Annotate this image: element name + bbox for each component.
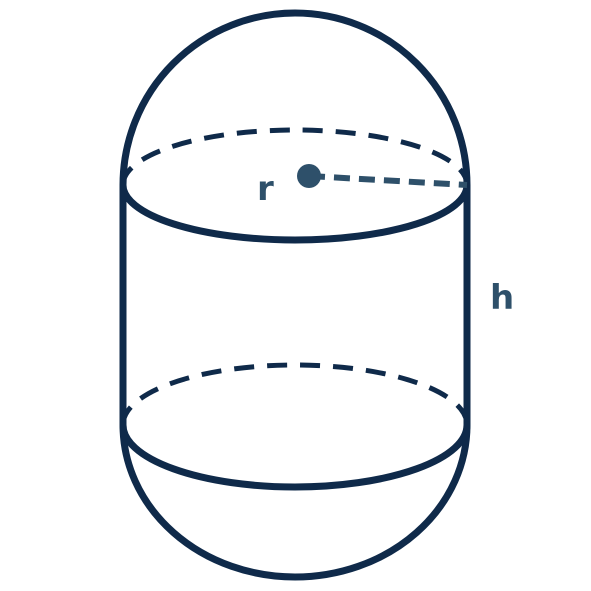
bottom-ellipse-front bbox=[119, 424, 471, 491]
bottom-hemisphere-arc bbox=[119, 421, 471, 581]
radius-label: r bbox=[257, 169, 274, 209]
radius-line bbox=[308, 173, 468, 188]
center-point bbox=[297, 164, 321, 188]
height-label: h bbox=[490, 278, 514, 318]
top-hemisphere-arc bbox=[119, 9, 471, 189]
top-ellipse-back-dashed bbox=[120, 127, 470, 186]
top-ellipse-front bbox=[119, 184, 471, 244]
bottom-ellipse-back-dashed bbox=[120, 362, 470, 426]
